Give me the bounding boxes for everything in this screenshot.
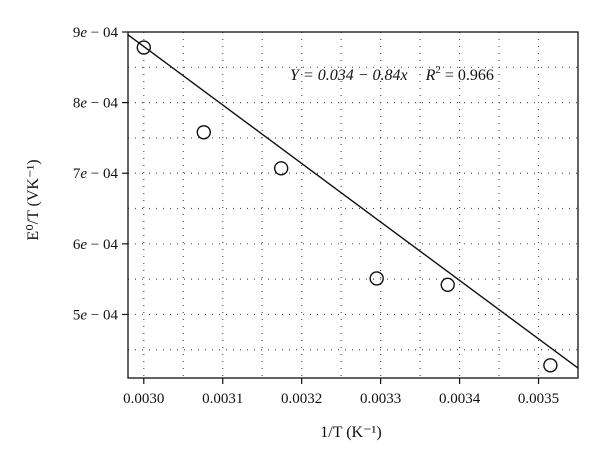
- data-points: [136, 40, 558, 373]
- r-squared-superscript: 2: [435, 64, 441, 76]
- fit-line-layer: [127, 34, 579, 369]
- data-point: [273, 161, 289, 176]
- x-tick-label: 0.0034: [439, 391, 481, 407]
- data-point: [543, 358, 558, 373]
- x-axis-label: 1/T (K⁻¹): [320, 424, 381, 441]
- x-tick-label: 0.0035: [518, 391, 559, 407]
- equation-text: Y = 0.034 − 0.84x: [290, 67, 408, 84]
- data-point: [369, 271, 384, 286]
- data-point: [136, 40, 151, 55]
- r-squared-value: = 0.966: [441, 67, 494, 84]
- data-point: [440, 277, 455, 292]
- x-tick-label: 0.0030: [123, 391, 164, 407]
- x-tick-label: 0.0033: [360, 391, 401, 407]
- grid-lines: [128, 32, 578, 378]
- y-tick-label: 7e − 04: [73, 166, 119, 182]
- x-ticks: 0.0030 0.0031 0.0032 0.0033 0.0034 0.0035: [123, 378, 559, 407]
- y-tick-label: 6e − 04: [73, 237, 119, 253]
- r-squared-label: R: [425, 67, 436, 84]
- y-tick-label: 8e − 04: [73, 96, 119, 112]
- y-axis-label: E⁰/T (VK⁻¹): [25, 159, 42, 240]
- plot-frame: [127, 31, 579, 379]
- regression-line: [127, 34, 579, 369]
- data-point: [196, 125, 211, 140]
- y-tick-label: 5e − 04: [73, 307, 119, 323]
- y-tick-label: 9e − 04: [73, 25, 119, 41]
- x-tick-label: 0.0031: [202, 391, 243, 407]
- y-ticks: 5e − 04 6e − 04 7e − 04 8e − 04 9e − 04: [73, 25, 128, 323]
- x-tick-label: 0.0032: [281, 391, 322, 407]
- regression-annotation: Y = 0.034 − 0.84x R2 = 0.966: [290, 64, 494, 84]
